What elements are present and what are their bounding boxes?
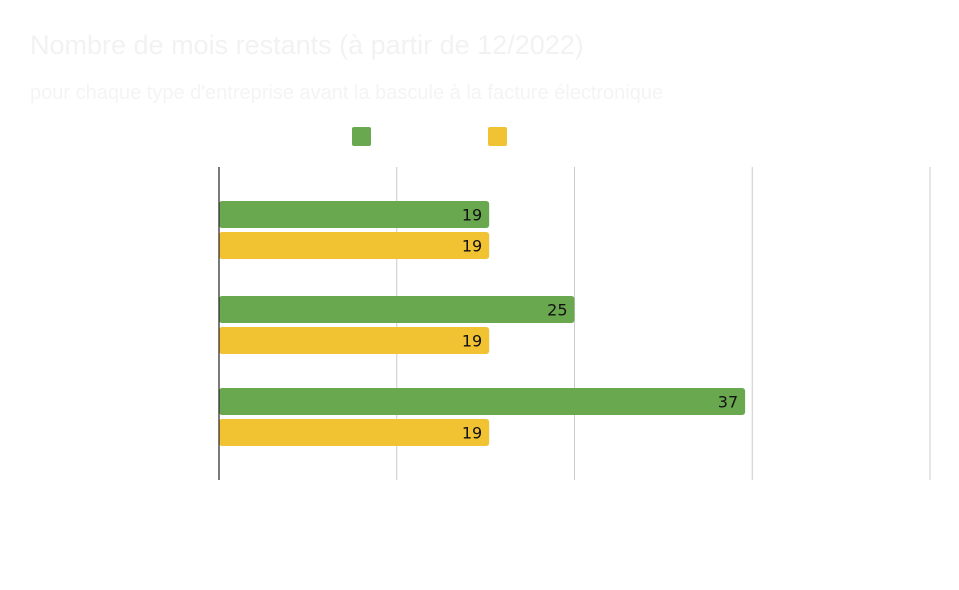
bar-value-label: 25 — [547, 301, 567, 320]
chart-subtitle: pour chaque type d'entreprise avant la b… — [30, 82, 664, 104]
legend — [352, 127, 507, 146]
bar — [219, 388, 746, 415]
legend-swatch — [352, 127, 371, 146]
bar-value-label: 19 — [462, 206, 482, 225]
bar — [219, 327, 490, 354]
legend-swatch — [488, 127, 507, 146]
bar — [219, 296, 575, 323]
chart-title: Nombre de mois restants (à partir de 12/… — [30, 30, 584, 60]
bar — [219, 232, 490, 259]
bar-value-label: 19 — [462, 237, 482, 256]
bar — [219, 419, 490, 446]
bars: 19 19 25 19 37 19 — [219, 201, 746, 446]
bar-value-label: 37 — [718, 393, 738, 412]
bar-value-label: 19 — [462, 424, 482, 443]
bar-value-label: 19 — [462, 332, 482, 351]
bar — [219, 201, 490, 228]
